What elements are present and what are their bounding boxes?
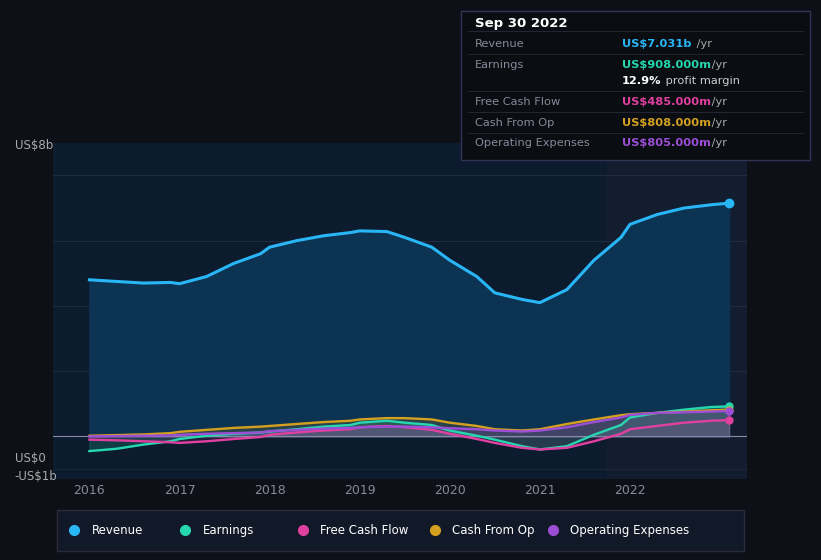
Text: /yr: /yr xyxy=(708,138,727,148)
Text: -US$1b: -US$1b xyxy=(15,469,57,483)
Bar xyxy=(608,143,747,479)
Text: /yr: /yr xyxy=(693,39,712,49)
Text: 12.9%: 12.9% xyxy=(622,76,662,86)
Text: US$485.000m: US$485.000m xyxy=(622,97,711,107)
FancyBboxPatch shape xyxy=(461,11,810,160)
Text: Free Cash Flow: Free Cash Flow xyxy=(475,97,561,107)
Text: Free Cash Flow: Free Cash Flow xyxy=(320,524,409,537)
FancyBboxPatch shape xyxy=(57,510,744,551)
Text: profit margin: profit margin xyxy=(662,76,740,86)
Text: Operating Expenses: Operating Expenses xyxy=(475,138,590,148)
Text: US$808.000m: US$808.000m xyxy=(622,118,711,128)
Text: US$0: US$0 xyxy=(15,451,45,465)
Text: Earnings: Earnings xyxy=(203,524,254,537)
Text: /yr: /yr xyxy=(708,118,727,128)
Text: Earnings: Earnings xyxy=(475,59,525,69)
Text: Operating Expenses: Operating Expenses xyxy=(571,524,690,537)
Text: /yr: /yr xyxy=(708,97,727,107)
Text: Cash From Op: Cash From Op xyxy=(475,118,555,128)
Text: US$7.031b: US$7.031b xyxy=(622,39,691,49)
Text: US$8b: US$8b xyxy=(15,139,53,152)
Text: US$805.000m: US$805.000m xyxy=(622,138,711,148)
Text: Revenue: Revenue xyxy=(91,524,143,537)
Text: Cash From Op: Cash From Op xyxy=(452,524,534,537)
Text: /yr: /yr xyxy=(708,59,727,69)
Text: Sep 30 2022: Sep 30 2022 xyxy=(475,17,568,30)
Text: Revenue: Revenue xyxy=(475,39,525,49)
Text: US$908.000m: US$908.000m xyxy=(622,59,711,69)
